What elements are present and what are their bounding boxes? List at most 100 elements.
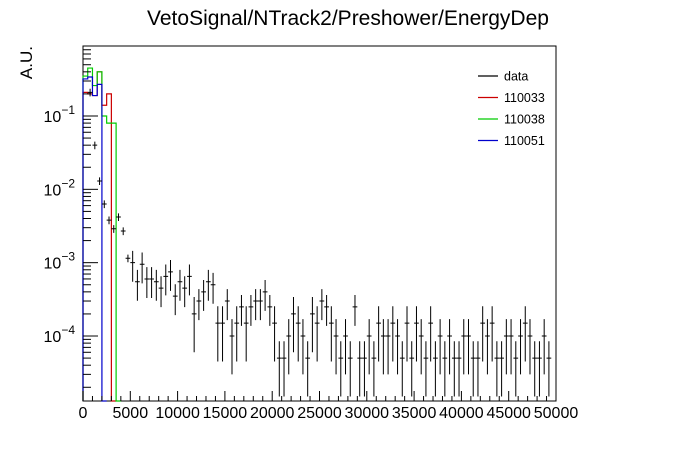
x-tick-label: 35000 [392,405,437,422]
data-point [418,319,424,375]
y-tick-label: 10−4 [44,323,76,346]
data-point [229,319,235,375]
data-point [210,272,216,304]
data-point [319,289,325,321]
data-point [447,319,452,375]
data-point [499,341,504,397]
x-tick-label: 30000 [345,405,390,422]
series-group [82,67,552,402]
data-point [168,260,173,291]
data-point [163,264,169,296]
data-point [125,254,131,263]
x-tick-label: 0 [79,405,88,422]
data-point [149,267,154,298]
data-point [371,341,377,397]
axes-group: 0 5000 10000 15000 20000 25000 30000 35000 40000… [44,45,579,422]
series-110051-line [82,76,107,402]
data-point [220,306,225,362]
data-point [380,319,386,375]
data-point [451,341,457,397]
data-point [376,306,381,362]
data-point [281,341,287,397]
data-point [177,269,183,301]
data-point [395,319,400,375]
data-point [518,319,523,375]
data-point [215,306,221,362]
data-point [541,319,547,375]
data-point [475,341,481,397]
data-point [106,216,112,225]
data-point [352,294,358,326]
legend-label-110033: 110033 [504,91,545,105]
data-point [333,319,339,375]
data-point [101,200,107,209]
data-point [267,294,273,326]
x-tick-label: 15000 [203,405,248,422]
y-tick-label: 10−1 [44,103,76,126]
data-point [489,306,495,362]
data-point [470,341,476,397]
x-tick-label: 45000 [486,405,531,422]
data-point [357,341,363,397]
data-point [503,319,509,375]
legend-label-data: data [504,70,528,84]
data-point [522,306,528,362]
data-point [494,341,500,397]
data-point [243,306,249,362]
data-point [248,294,254,326]
data-point [187,264,192,296]
plot-frame [82,45,557,402]
data-point [409,341,415,397]
data-point [172,284,178,316]
data-point [347,341,353,397]
y-tick-label: 10−3 [44,250,76,273]
data-point [135,269,140,301]
data-point [234,306,240,362]
data-point [508,319,514,375]
data-point [205,269,211,301]
data-point [276,341,282,397]
data-point [87,88,93,97]
data-point [295,306,301,362]
data-point [433,341,438,397]
data-point [153,269,159,301]
data-point [537,341,542,397]
data-point [196,289,202,321]
data-point [272,306,277,362]
data-point [144,267,150,298]
y-tick-label: 10−2 [44,176,76,199]
data-point [343,319,348,375]
x-tick-label: 25000 [297,405,342,422]
data-point [442,341,448,397]
data-point [390,306,396,362]
data-point [428,306,434,362]
data-point [120,227,126,236]
x-tick-label: 50000 [534,405,579,422]
y-axis-label: A.U. [17,46,36,79]
legend-label-110038: 110038 [504,113,545,127]
data-point [314,306,320,362]
data-point [423,341,429,397]
data-point [338,341,344,397]
data-point [527,319,533,375]
data-point [513,341,519,397]
legend: data 110033 110038 110051 [478,70,545,148]
data-point [253,289,259,321]
data-point [466,319,471,375]
data-point [300,319,306,375]
data-point [191,297,197,353]
data-point [224,289,230,321]
data-point [305,341,311,397]
chart-title: VetoSignal/NTrack2/Preshower/EnergyDep [147,7,549,30]
data-point [532,341,538,397]
data-point [291,297,296,353]
data-point [262,280,268,311]
series-110033-line [82,71,117,402]
data-point [239,294,244,326]
data-point [182,276,188,308]
data-point [385,319,391,375]
legend-label-110051: 110051 [504,134,545,148]
data-point [485,319,490,375]
data-point [456,341,462,397]
